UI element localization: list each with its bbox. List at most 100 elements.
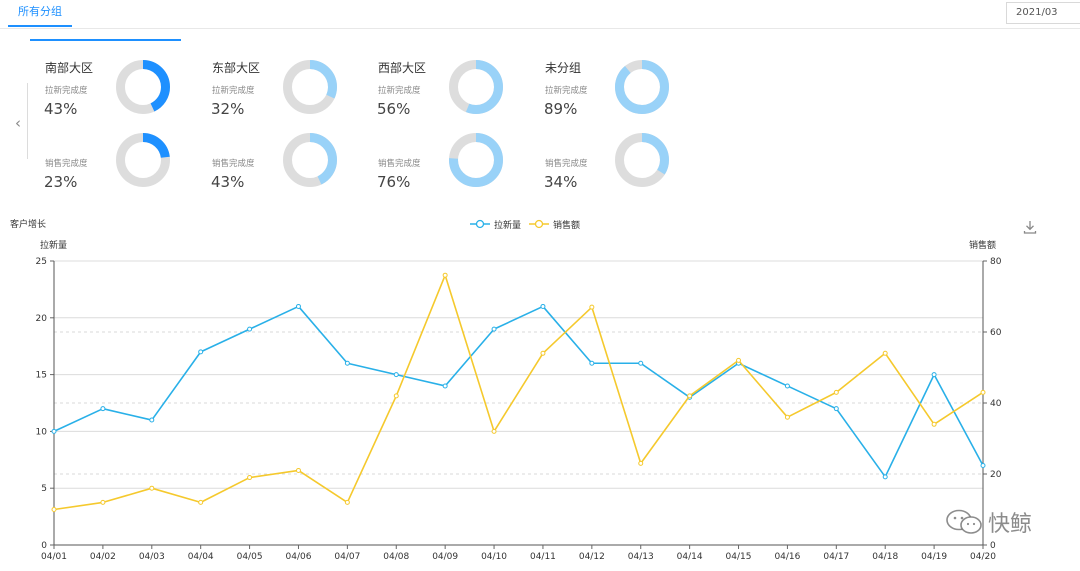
data-point xyxy=(393,372,399,378)
download-icon[interactable] xyxy=(1022,219,1038,235)
data-point xyxy=(784,383,790,389)
x-tick-label: 04/05 xyxy=(237,552,263,562)
data-point xyxy=(100,406,106,412)
data-point xyxy=(589,304,595,310)
chart-title: 客户增长 xyxy=(10,220,47,230)
kpi-label: 拉新完成度 xyxy=(545,86,588,96)
line-chart: 拉新量 销售额 0 5 10 15 20 25 0 20 40 60 80 04/01 04/02 04/03… xyxy=(36,239,1002,562)
legend-item-new[interactable]: 拉新量 xyxy=(470,218,521,231)
donut-sales-0 xyxy=(116,133,170,187)
y-tick-right: 80 xyxy=(990,257,1002,267)
x-tick-label: 04/15 xyxy=(726,552,752,562)
data-point xyxy=(295,303,301,309)
donut-progress xyxy=(283,133,337,187)
x-tick-label: 04/03 xyxy=(139,552,165,562)
data-point xyxy=(198,349,204,355)
donut-progress xyxy=(449,133,503,187)
active-indicator xyxy=(30,39,181,41)
data-point xyxy=(198,499,204,505)
x-tick-label: 04/04 xyxy=(188,552,214,562)
data-point xyxy=(980,389,986,395)
data-point xyxy=(247,326,253,332)
group-title: 未分组 xyxy=(545,61,582,75)
x-tick-label: 04/02 xyxy=(90,552,116,562)
x-tick-label: 04/07 xyxy=(334,552,360,562)
x-tick-label: 04/16 xyxy=(774,552,800,562)
data-point xyxy=(638,360,644,366)
donut-sales-3 xyxy=(615,133,669,187)
y-tick-left: 25 xyxy=(36,257,47,267)
kpi-label: 销售完成度 xyxy=(545,159,588,169)
y-tick-left: 0 xyxy=(41,541,47,551)
kpi-label: 销售完成度 xyxy=(378,159,421,169)
legend-line-icon xyxy=(529,219,550,229)
data-point xyxy=(882,474,888,480)
y-tick-left: 10 xyxy=(36,427,48,437)
data-point xyxy=(540,350,546,356)
y-tick-left: 15 xyxy=(36,371,47,381)
y-tick-right: 0 xyxy=(990,541,996,551)
data-point xyxy=(100,499,106,505)
data-point xyxy=(295,467,301,473)
kpi-value: 43% xyxy=(211,173,245,191)
x-tick-label: 04/06 xyxy=(286,552,312,562)
x-tick-label: 04/12 xyxy=(579,552,605,562)
wechat-logo-icon xyxy=(946,509,982,534)
legend-label: 拉新量 xyxy=(494,220,522,231)
data-point xyxy=(540,303,546,309)
series-line-sales xyxy=(53,274,984,511)
kpi-value: 32% xyxy=(211,100,245,118)
donut-sales-2 xyxy=(449,133,503,187)
data-point xyxy=(51,507,57,512)
data-point xyxy=(687,393,693,399)
donut-progress xyxy=(615,60,669,114)
data-point xyxy=(833,389,839,395)
x-tick-label: 04/18 xyxy=(872,552,898,562)
kpi-label: 销售完成度 xyxy=(212,159,255,169)
data-point xyxy=(344,360,350,366)
data-point xyxy=(736,357,742,363)
kpi-value: 34% xyxy=(544,173,578,191)
kpi-label: 销售完成度 xyxy=(45,159,88,169)
kpi-value: 56% xyxy=(377,100,411,118)
donut-progress xyxy=(116,133,170,187)
y-axis-left-label: 拉新量 xyxy=(40,239,67,251)
data-point xyxy=(149,485,155,491)
chevron-left-icon[interactable]: ‹ xyxy=(15,114,21,132)
group-title: 南部大区 xyxy=(45,61,94,75)
donut-new-1 xyxy=(283,60,337,114)
data-point xyxy=(491,326,497,332)
series-line-new xyxy=(53,305,984,478)
data-point xyxy=(247,475,253,481)
x-tick-label: 04/20 xyxy=(970,552,996,562)
x-tick-label: 04/14 xyxy=(677,552,703,562)
group-title: 东部大区 xyxy=(212,61,261,75)
y-tick-right: 60 xyxy=(990,328,1002,338)
tab-all-groups[interactable]: 所有分组 xyxy=(8,0,72,27)
x-tick-label: 04/10 xyxy=(481,552,507,562)
donut-sales-1 xyxy=(283,133,337,187)
donut-new-0 xyxy=(116,60,170,114)
data-point xyxy=(980,462,986,468)
watermark-text: 快鲸 xyxy=(988,512,1033,537)
x-tick-label: 04/17 xyxy=(823,552,849,562)
month-picker[interactable]: 2021/03 xyxy=(1006,2,1080,24)
kpi-label: 拉新完成度 xyxy=(45,86,88,96)
legend-item-sales[interactable]: 销售额 xyxy=(529,218,580,231)
y-tick-right: 40 xyxy=(990,399,1002,409)
donut-progress xyxy=(283,60,337,114)
legend-label: 销售额 xyxy=(553,220,581,231)
data-point xyxy=(491,428,497,434)
data-point xyxy=(51,428,57,434)
y-tick-left: 20 xyxy=(36,314,48,324)
kpi-label: 拉新完成度 xyxy=(378,86,421,96)
data-point xyxy=(931,421,937,427)
data-point xyxy=(638,460,644,466)
group-title: 西部大区 xyxy=(378,61,427,75)
chart-legend: 拉新量 销售额 xyxy=(470,216,588,232)
x-tick-label: 04/11 xyxy=(530,552,556,562)
kpi-label: 拉新完成度 xyxy=(212,86,255,96)
donut-new-2 xyxy=(449,60,503,114)
x-tick-label: 04/01 xyxy=(41,552,67,562)
kpi-value: 76% xyxy=(377,173,411,191)
